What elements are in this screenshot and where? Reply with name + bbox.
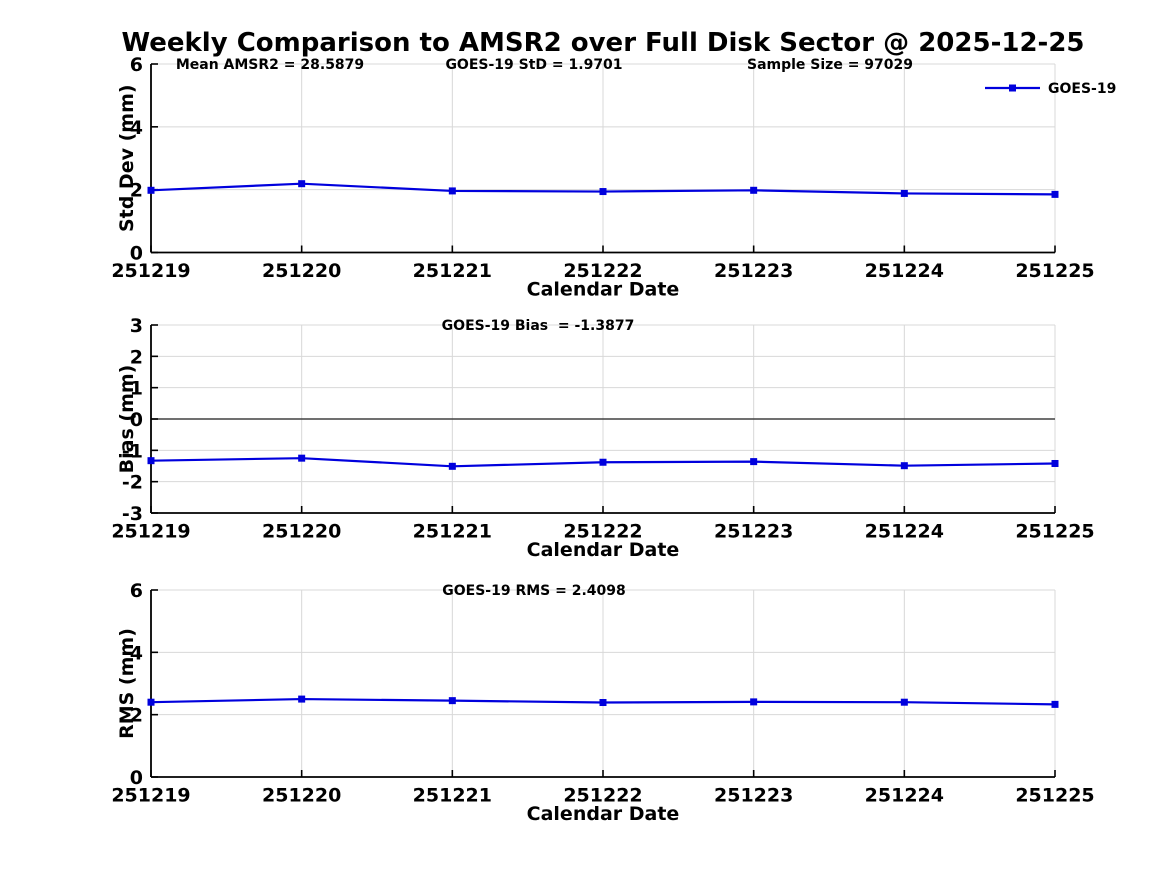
- data-point: [599, 458, 607, 466]
- y-tick-label: -2: [122, 472, 143, 494]
- x-tick-label: 251224: [865, 260, 944, 282]
- figure-title: Weekly Comparison to AMSR2 over Full Dis…: [121, 28, 1084, 58]
- x-tick-label: 251220: [262, 785, 341, 807]
- annotation: GOES-19 Bias = -1.3877: [442, 318, 635, 334]
- x-tick-label: 251224: [865, 521, 944, 543]
- x-axis-label: Calendar Date: [527, 279, 680, 301]
- x-tick-label: 251222: [563, 521, 642, 543]
- x-tick-label: 251222: [563, 260, 642, 282]
- data-point: [147, 698, 155, 706]
- data-point: [750, 186, 758, 194]
- data-point: [750, 458, 758, 466]
- y-tick-label: 1: [130, 378, 143, 400]
- x-tick-label: 251219: [111, 785, 190, 807]
- y-axis-label: Bias (mm): [116, 365, 138, 474]
- x-tick-label: 251225: [1015, 785, 1094, 807]
- y-tick-label: 2: [130, 180, 143, 202]
- x-tick-label: 251225: [1015, 260, 1094, 282]
- x-tick-label: 251224: [865, 785, 944, 807]
- legend-label: GOES-19: [1048, 81, 1116, 97]
- std-dev-chart: 0 2 4 6 251219 251220 251221 251222 251223 251224…: [111, 54, 1116, 301]
- y-tick-label: 4: [130, 642, 143, 664]
- x-tick-label: 251225: [1015, 521, 1094, 543]
- legend: GOES-19: [985, 81, 1116, 97]
- x-tick-label: 251221: [413, 260, 492, 282]
- data-point: [599, 188, 607, 196]
- y-axis-label: RMS (mm): [116, 628, 138, 739]
- data-point: [900, 698, 908, 706]
- y-tick-label: 2: [130, 705, 143, 727]
- x-tick-label: 251222: [563, 785, 642, 807]
- x-tick-label: 251223: [714, 785, 793, 807]
- y-tick-label: 6: [130, 580, 143, 602]
- y-axis-label: Std Dev (mm): [116, 84, 138, 232]
- y-tick-label: 3: [130, 315, 143, 337]
- rms-chart: 0 2 4 6 251219 251220 251221 251222 251223 251224…: [111, 580, 1094, 825]
- data-point: [750, 698, 758, 706]
- x-tick-label: 251221: [413, 521, 492, 543]
- x-axis-label: Calendar Date: [527, 803, 680, 825]
- y-tick-label: -3: [122, 503, 143, 525]
- y-tick-label: 0: [130, 243, 143, 265]
- x-tick-label: 251223: [714, 260, 793, 282]
- x-tick-label: 251220: [262, 260, 341, 282]
- data-point: [448, 462, 456, 470]
- legend-marker-sample: [1009, 84, 1016, 92]
- x-tick-label: 251219: [111, 260, 190, 282]
- annotation: GOES-19 StD = 1.9701: [445, 57, 622, 73]
- annotation: Sample Size = 97029: [747, 57, 913, 73]
- data-point: [900, 462, 908, 470]
- data-point: [448, 697, 456, 705]
- bias-chart: -3 -2 -1 0 1 2 3 251219 251220 251221 251222 251223…: [111, 315, 1094, 561]
- y-tick-label: 2: [130, 346, 143, 368]
- plots-root: 0 2 4 6 251219 251220 251221 251222 251223 251224…: [111, 54, 1116, 825]
- y-tick-label: 0: [130, 409, 143, 431]
- y-tick-label: 0: [130, 767, 143, 789]
- y-tick-label: 6: [130, 54, 143, 76]
- x-tick-label: 251220: [262, 521, 341, 543]
- data-point: [298, 180, 306, 188]
- data-point: [448, 187, 456, 195]
- x-axis-label: Calendar Date: [527, 539, 680, 561]
- data-point: [599, 699, 607, 707]
- x-tick-label: 251223: [714, 521, 793, 543]
- data-point: [1051, 459, 1059, 467]
- data-point: [298, 695, 306, 703]
- data-point: [147, 457, 155, 465]
- data-point: [1051, 190, 1059, 198]
- data-point: [900, 189, 908, 197]
- y-tick-label: 4: [130, 117, 143, 139]
- annotation: GOES-19 RMS = 2.4098: [442, 583, 626, 599]
- data-point: [147, 186, 155, 194]
- data-point: [1051, 700, 1059, 708]
- annotation: Mean AMSR2 = 28.5879: [176, 57, 364, 73]
- data-point: [298, 454, 306, 462]
- x-tick-label: 251219: [111, 521, 190, 543]
- x-tick-label: 251221: [413, 785, 492, 807]
- y-tick-label: -1: [122, 440, 143, 462]
